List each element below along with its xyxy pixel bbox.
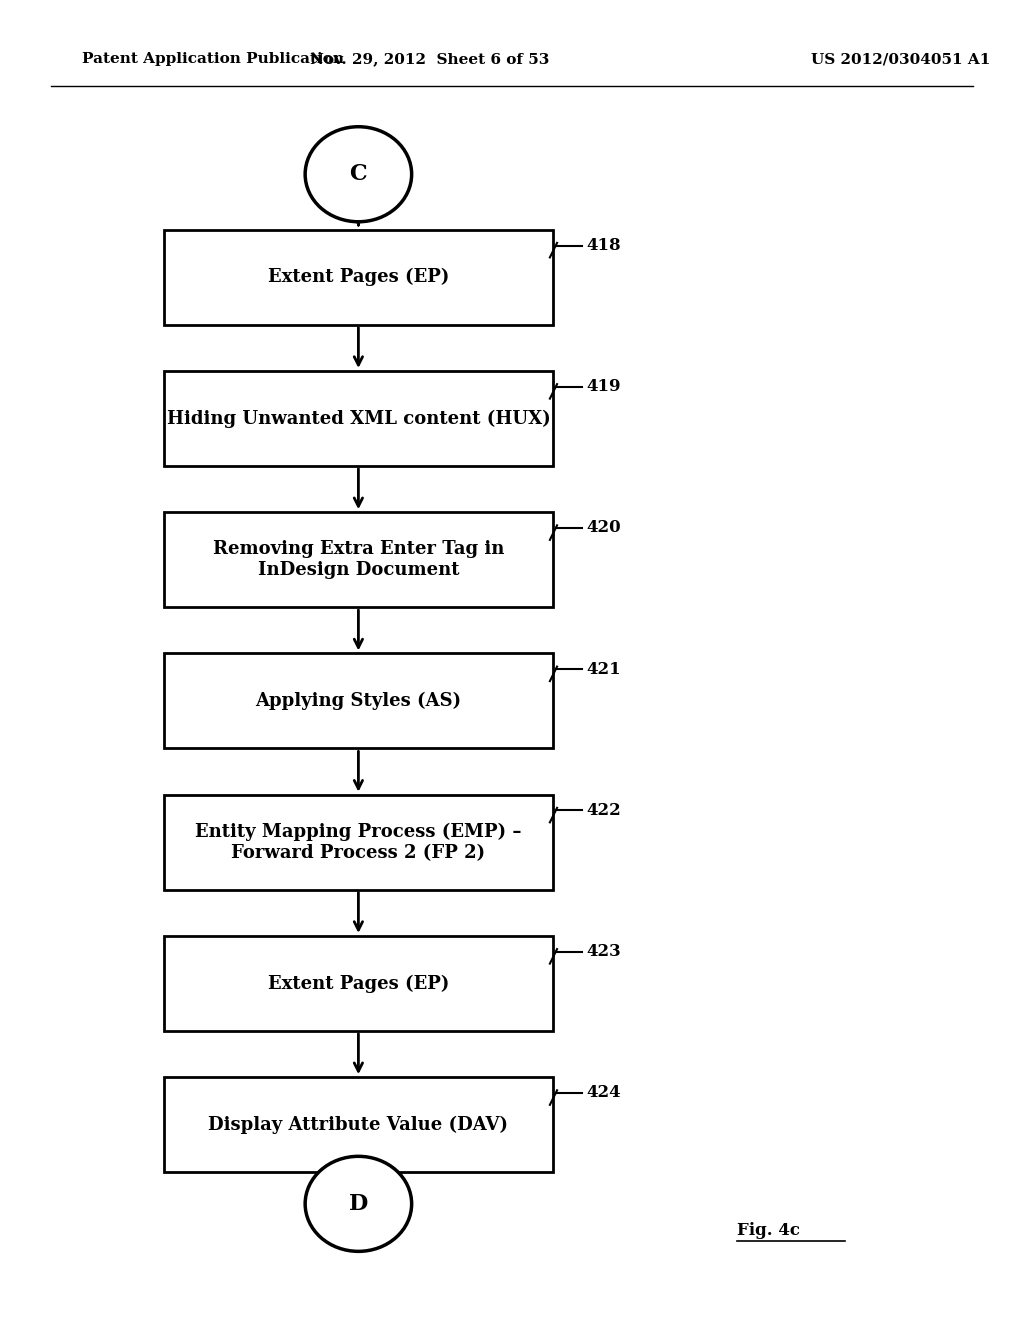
Text: 423: 423 [587, 944, 622, 960]
Text: D: D [349, 1193, 368, 1214]
Text: 420: 420 [587, 520, 622, 536]
FancyBboxPatch shape [164, 936, 553, 1031]
Text: Patent Application Publication: Patent Application Publication [82, 53, 344, 66]
FancyBboxPatch shape [164, 795, 553, 890]
Text: 419: 419 [587, 379, 622, 395]
Text: Fig. 4c: Fig. 4c [737, 1222, 801, 1238]
Text: 418: 418 [587, 238, 622, 253]
FancyBboxPatch shape [164, 1077, 553, 1172]
FancyBboxPatch shape [164, 230, 553, 325]
Text: Display Attribute Value (DAV): Display Attribute Value (DAV) [209, 1115, 508, 1134]
Text: Removing Extra Enter Tag in
InDesign Document: Removing Extra Enter Tag in InDesign Doc… [213, 540, 504, 579]
Text: Extent Pages (EP): Extent Pages (EP) [267, 268, 450, 286]
Text: 424: 424 [587, 1085, 622, 1101]
Text: Hiding Unwanted XML content (HUX): Hiding Unwanted XML content (HUX) [167, 409, 550, 428]
Ellipse shape [305, 127, 412, 222]
Text: Applying Styles (AS): Applying Styles (AS) [255, 692, 462, 710]
Ellipse shape [305, 1156, 412, 1251]
Text: US 2012/0304051 A1: US 2012/0304051 A1 [811, 53, 991, 66]
Text: 421: 421 [587, 661, 622, 677]
Text: 422: 422 [587, 803, 622, 818]
FancyBboxPatch shape [164, 653, 553, 748]
Text: Entity Mapping Process (EMP) –
Forward Process 2 (FP 2): Entity Mapping Process (EMP) – Forward P… [196, 822, 521, 862]
FancyBboxPatch shape [164, 371, 553, 466]
FancyBboxPatch shape [164, 512, 553, 607]
Text: Extent Pages (EP): Extent Pages (EP) [267, 974, 450, 993]
Text: Nov. 29, 2012  Sheet 6 of 53: Nov. 29, 2012 Sheet 6 of 53 [310, 53, 550, 66]
Text: C: C [349, 164, 368, 185]
